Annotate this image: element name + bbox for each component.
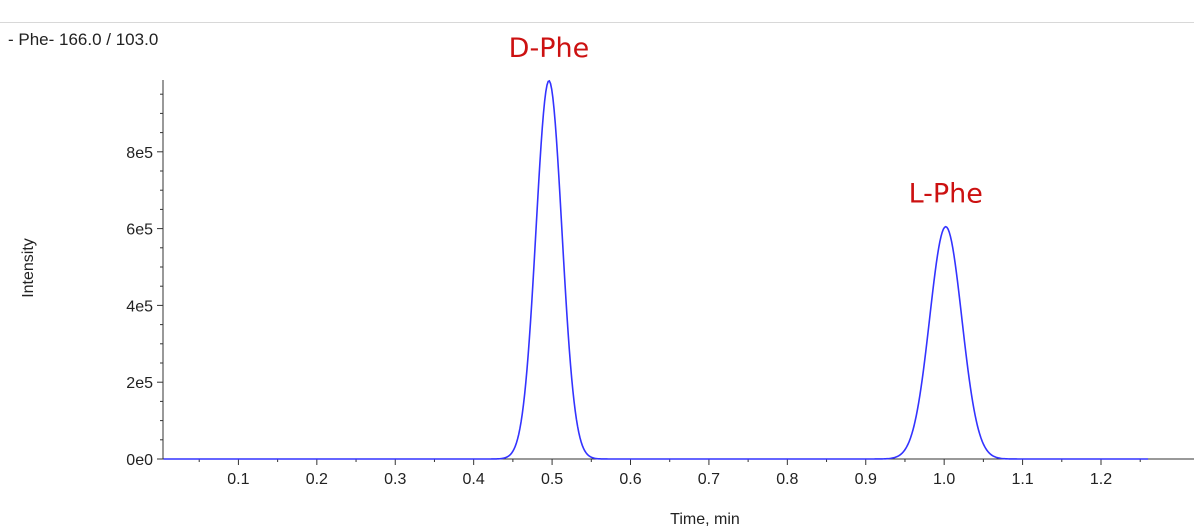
x-axis: 0.1 0.2 0.3 0.4 0.5 0.6 0.7 0.8 0.9 1.0 1.1 1.2 — [163, 458, 1194, 488]
y-axis: 0e0 2e5 4e5 6e5 8e5 — [126, 80, 164, 469]
y-tick-label: 2e5 — [126, 375, 153, 392]
x-tick-label: 0.1 — [227, 471, 249, 488]
y-tick-label: 6e5 — [126, 222, 153, 239]
y-tick-label: 8e5 — [126, 145, 153, 162]
y-axis-label: Intensity — [20, 238, 37, 298]
x-axis-label: Time, min — [670, 511, 740, 528]
annotations: D-Phe L-Phe — [509, 33, 983, 210]
x-tick-label: 1.0 — [933, 471, 955, 488]
top-divider — [0, 22, 1194, 23]
x-tick-label: 0.9 — [855, 471, 877, 488]
y-tick-label: 0e0 — [126, 452, 153, 469]
peak-annotation: L-Phe — [909, 179, 983, 210]
peak-annotation: D-Phe — [509, 33, 590, 64]
series-group — [163, 79, 1149, 460]
x-tick-label: 0.3 — [384, 471, 406, 488]
series-line — [163, 79, 1149, 460]
x-tick-label: 0.8 — [776, 471, 798, 488]
x-tick-label: 1.1 — [1011, 471, 1033, 488]
x-tick-label: 1.2 — [1090, 471, 1112, 488]
y-tick-label: 4e5 — [126, 298, 153, 315]
x-tick-label: 0.4 — [463, 471, 485, 488]
x-tick-label: 0.6 — [619, 471, 641, 488]
x-tick-label: 0.7 — [698, 471, 720, 488]
x-tick-label: 0.5 — [541, 471, 563, 488]
x-tick-label: 0.2 — [306, 471, 328, 488]
chart-title: - Phe- 166.0 / 103.0 — [8, 30, 159, 49]
